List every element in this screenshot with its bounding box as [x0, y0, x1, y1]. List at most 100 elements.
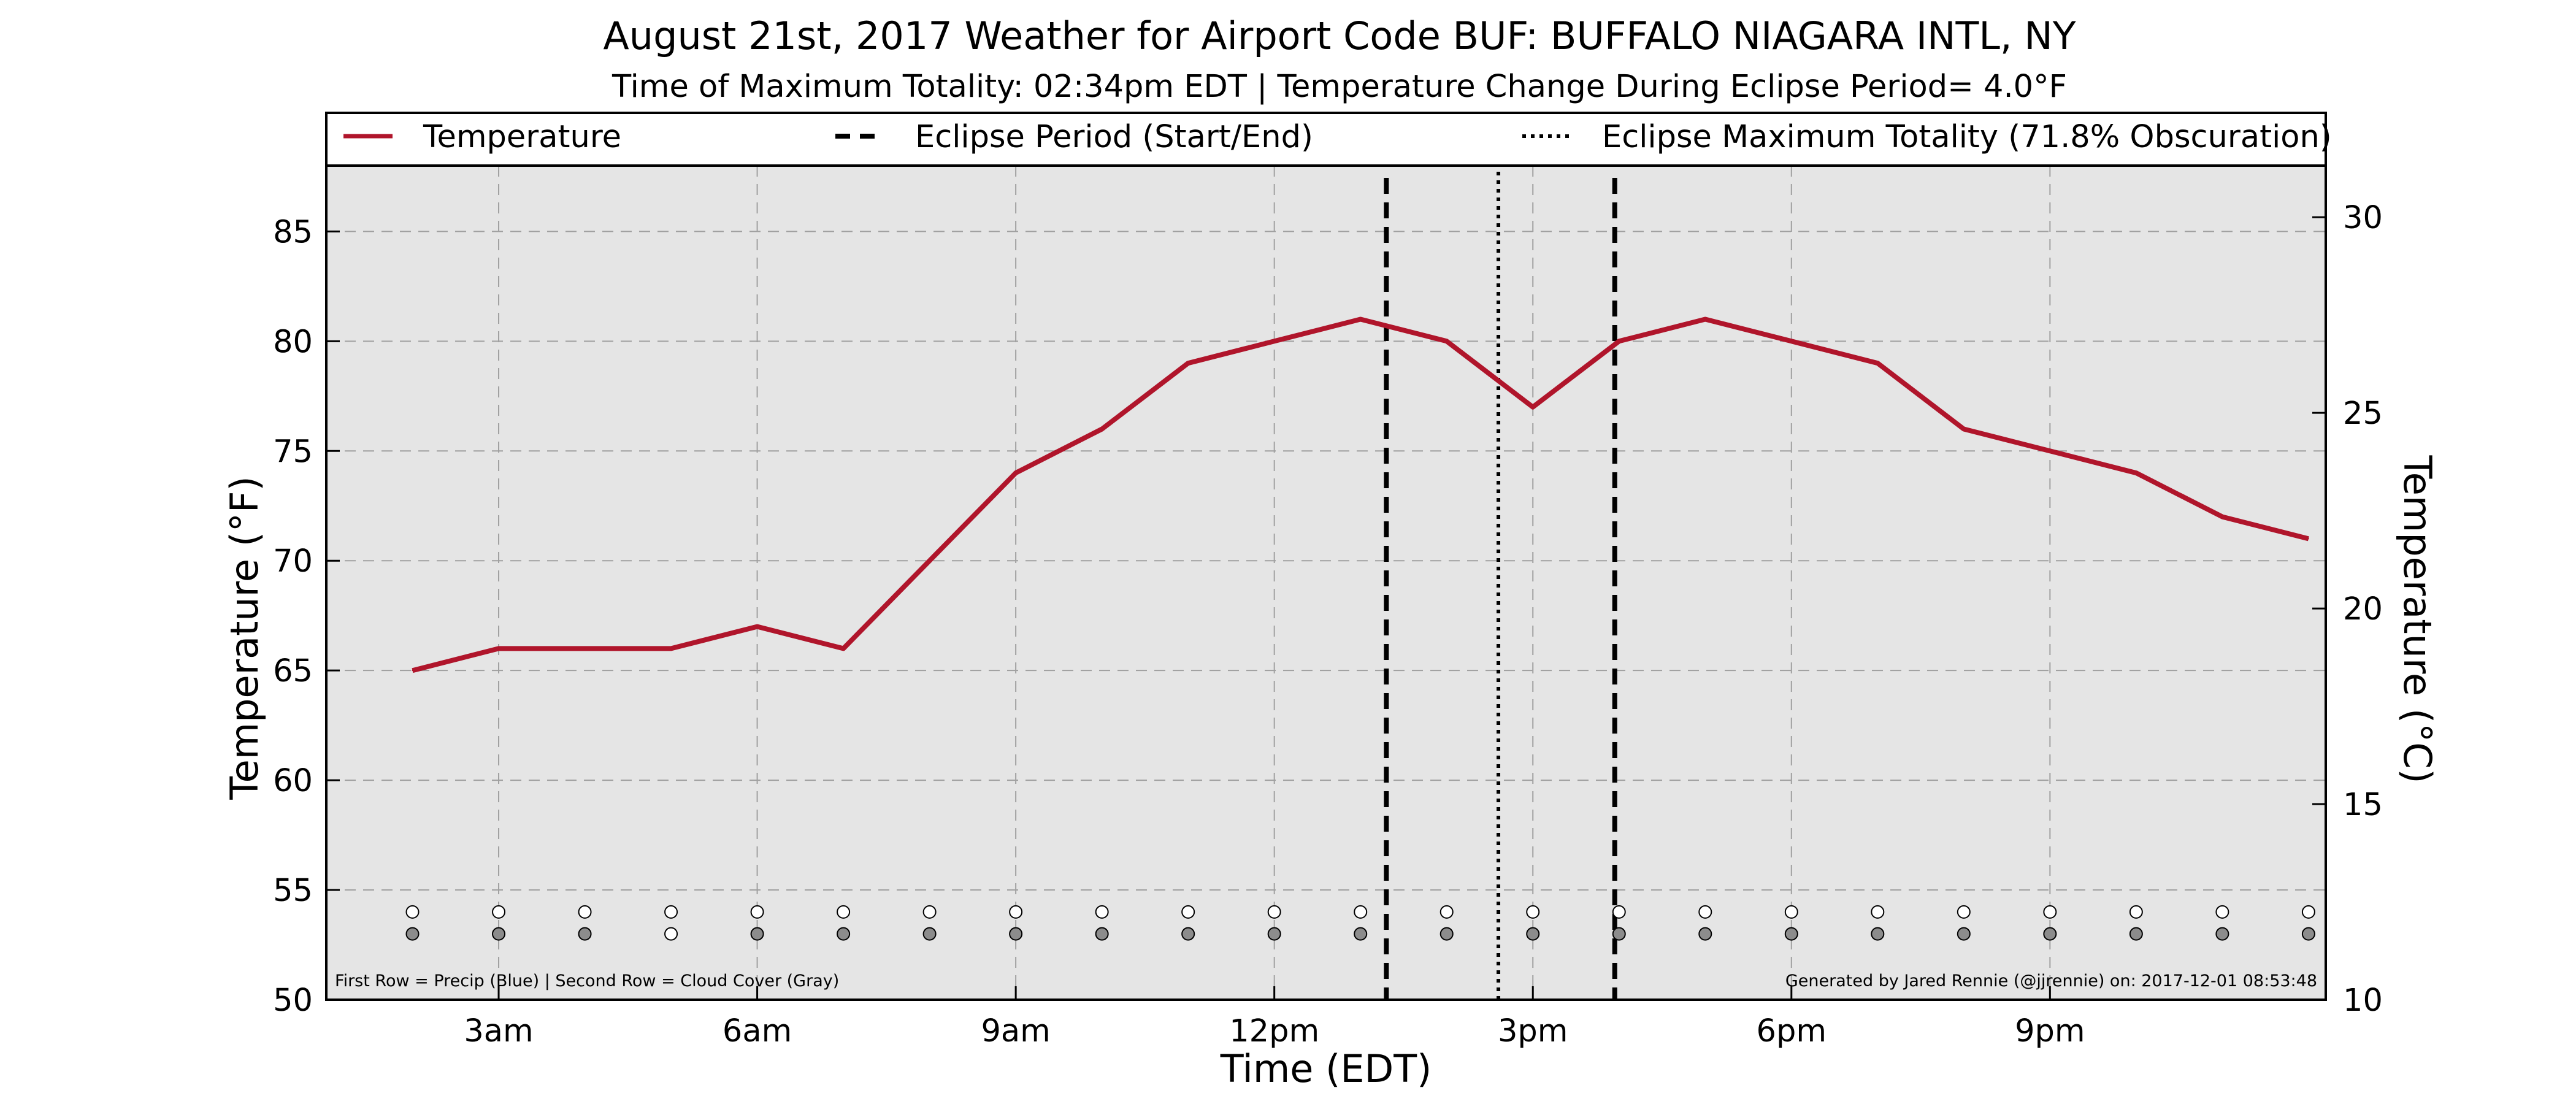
cloud-cover-marker — [1267, 927, 1281, 941]
precip-marker — [1009, 905, 1023, 919]
x-tick-label: 9am — [981, 1013, 1050, 1049]
plot-area — [326, 166, 2326, 1000]
x-axis-label: Time (EDT) — [1220, 1046, 1432, 1091]
temperature-point — [1360, 318, 1362, 320]
y-axis-label-right: Temperature (°C) — [2395, 454, 2440, 783]
precip-marker — [2301, 905, 2315, 919]
legend-label-max-totality: Eclipse Maximum Totality (71.8% Obscurat… — [1602, 119, 2332, 155]
temperature-point — [1273, 340, 1275, 342]
temperature-point — [1963, 428, 1965, 430]
precip-marker — [405, 905, 420, 919]
precip-marker — [750, 905, 764, 919]
precip-marker — [664, 905, 678, 919]
y-tick-label-right: 15 — [2343, 787, 2383, 823]
precip-marker — [1957, 905, 1971, 919]
temperature-point — [1618, 340, 1620, 342]
temperature-point — [1790, 340, 1792, 342]
temperature-point — [584, 648, 586, 650]
cloud-cover-marker — [1698, 927, 1712, 941]
x-tick-label: 6am — [723, 1013, 792, 1049]
precip-marker — [1698, 905, 1712, 919]
cloud-cover-marker — [1439, 927, 1454, 941]
cloud-cover-marker — [750, 927, 764, 941]
x-tick-label: 3am — [464, 1013, 533, 1049]
precip-marker — [1439, 905, 1454, 919]
cloud-cover-marker — [922, 927, 937, 941]
precip-marker — [1612, 905, 1626, 919]
y-tick-label-right: 25 — [2343, 396, 2383, 432]
temperature-point — [670, 648, 672, 650]
cloud-cover-marker — [2129, 927, 2143, 941]
grid — [326, 166, 2326, 1000]
temperature-point — [929, 560, 930, 562]
y-axis-label-left: Temperature (°F) — [222, 476, 267, 800]
y-tick-label-left: 75 — [273, 434, 313, 470]
precip-marker — [1267, 905, 1281, 919]
precip-marker — [1526, 905, 1540, 919]
cloud-cover-marker — [2043, 927, 2057, 941]
precip-marker — [492, 905, 506, 919]
chart-subtitle: Time of Maximum Totality: 02:34pm EDT | … — [611, 69, 2067, 105]
x-tick-label: 12pm — [1229, 1013, 1319, 1049]
y-tick-label-left: 55 — [273, 873, 313, 909]
footnote-left: First Row = Precip (Blue) | Second Row =… — [335, 972, 839, 991]
temperature-point — [1101, 428, 1103, 430]
cloud-cover-marker — [578, 927, 592, 941]
temperature-point — [2135, 472, 2137, 474]
temperature-point — [1877, 362, 1879, 364]
cloud-cover-marker — [1354, 927, 1368, 941]
cloud-cover-marker — [1871, 927, 1885, 941]
temperature-point — [498, 648, 500, 650]
temperature-point — [2221, 516, 2223, 518]
cloud-cover-marker — [405, 927, 420, 941]
eclipse-lines — [1384, 172, 1617, 1000]
temperature-point — [412, 670, 413, 672]
precip-marker — [1354, 905, 1368, 919]
precip-marker — [1784, 905, 1798, 919]
temperature-point — [2049, 450, 2051, 452]
precip-marker — [837, 905, 851, 919]
cloud-cover-marker — [837, 927, 851, 941]
cloud-cover-marker — [1095, 927, 1109, 941]
y-tick-label-left: 80 — [273, 324, 313, 360]
legend-label-temperature: Temperature — [423, 119, 621, 155]
marker-rows — [405, 905, 2315, 941]
y-tick-label-right: 10 — [2343, 983, 2383, 1019]
cloud-cover-marker — [2301, 927, 2315, 941]
series — [412, 316, 2309, 673]
precip-marker — [2043, 905, 2057, 919]
y-tick-label-right: 30 — [2343, 200, 2383, 236]
cloud-cover-marker — [664, 927, 678, 941]
cloud-cover-marker — [1612, 927, 1626, 941]
precip-marker — [2129, 905, 2143, 919]
footnote-right: Generated by Jared Rennie (@jjrennie) on… — [1785, 972, 2317, 991]
x-tick-label: 9pm — [2015, 1013, 2085, 1049]
precip-marker — [1871, 905, 1885, 919]
temperature-point — [756, 626, 758, 627]
plot-frame — [325, 112, 2327, 1001]
axes: 50 55 60 65 70 75 80 85 10 15 20 25 30 3am 6am 9am 12pm 3… — [273, 200, 2383, 1049]
legend-label-eclipse-period: Eclipse Period (Start/End) — [915, 119, 1313, 155]
chart-title: August 21st, 2017 Weather for Airport Co… — [603, 13, 2076, 58]
precip-marker — [1181, 905, 1195, 919]
cloud-cover-marker — [492, 927, 506, 941]
y-tick-label-left: 60 — [273, 763, 313, 799]
y-tick-label-left: 70 — [273, 543, 313, 580]
y-tick-label-left: 50 — [273, 983, 313, 1019]
cloud-cover-marker — [1957, 927, 1971, 941]
temperature-point — [843, 648, 845, 650]
x-tick-label: 3pm — [1498, 1013, 1568, 1049]
legend: Temperature Eclipse Period (Start/End) E… — [343, 119, 2332, 155]
temperature-point — [1187, 362, 1189, 364]
cloud-cover-marker — [1181, 927, 1195, 941]
cloud-cover-marker — [1526, 927, 1540, 941]
temperature-point — [1446, 340, 1447, 342]
x-tick-label: 6pm — [1757, 1013, 1827, 1049]
temperature-point — [1532, 406, 1534, 408]
cloud-cover-marker — [2215, 927, 2229, 941]
temperature-point — [1015, 472, 1017, 474]
precip-marker — [2215, 905, 2229, 919]
temperature-point — [2307, 538, 2309, 540]
precip-marker — [1095, 905, 1109, 919]
